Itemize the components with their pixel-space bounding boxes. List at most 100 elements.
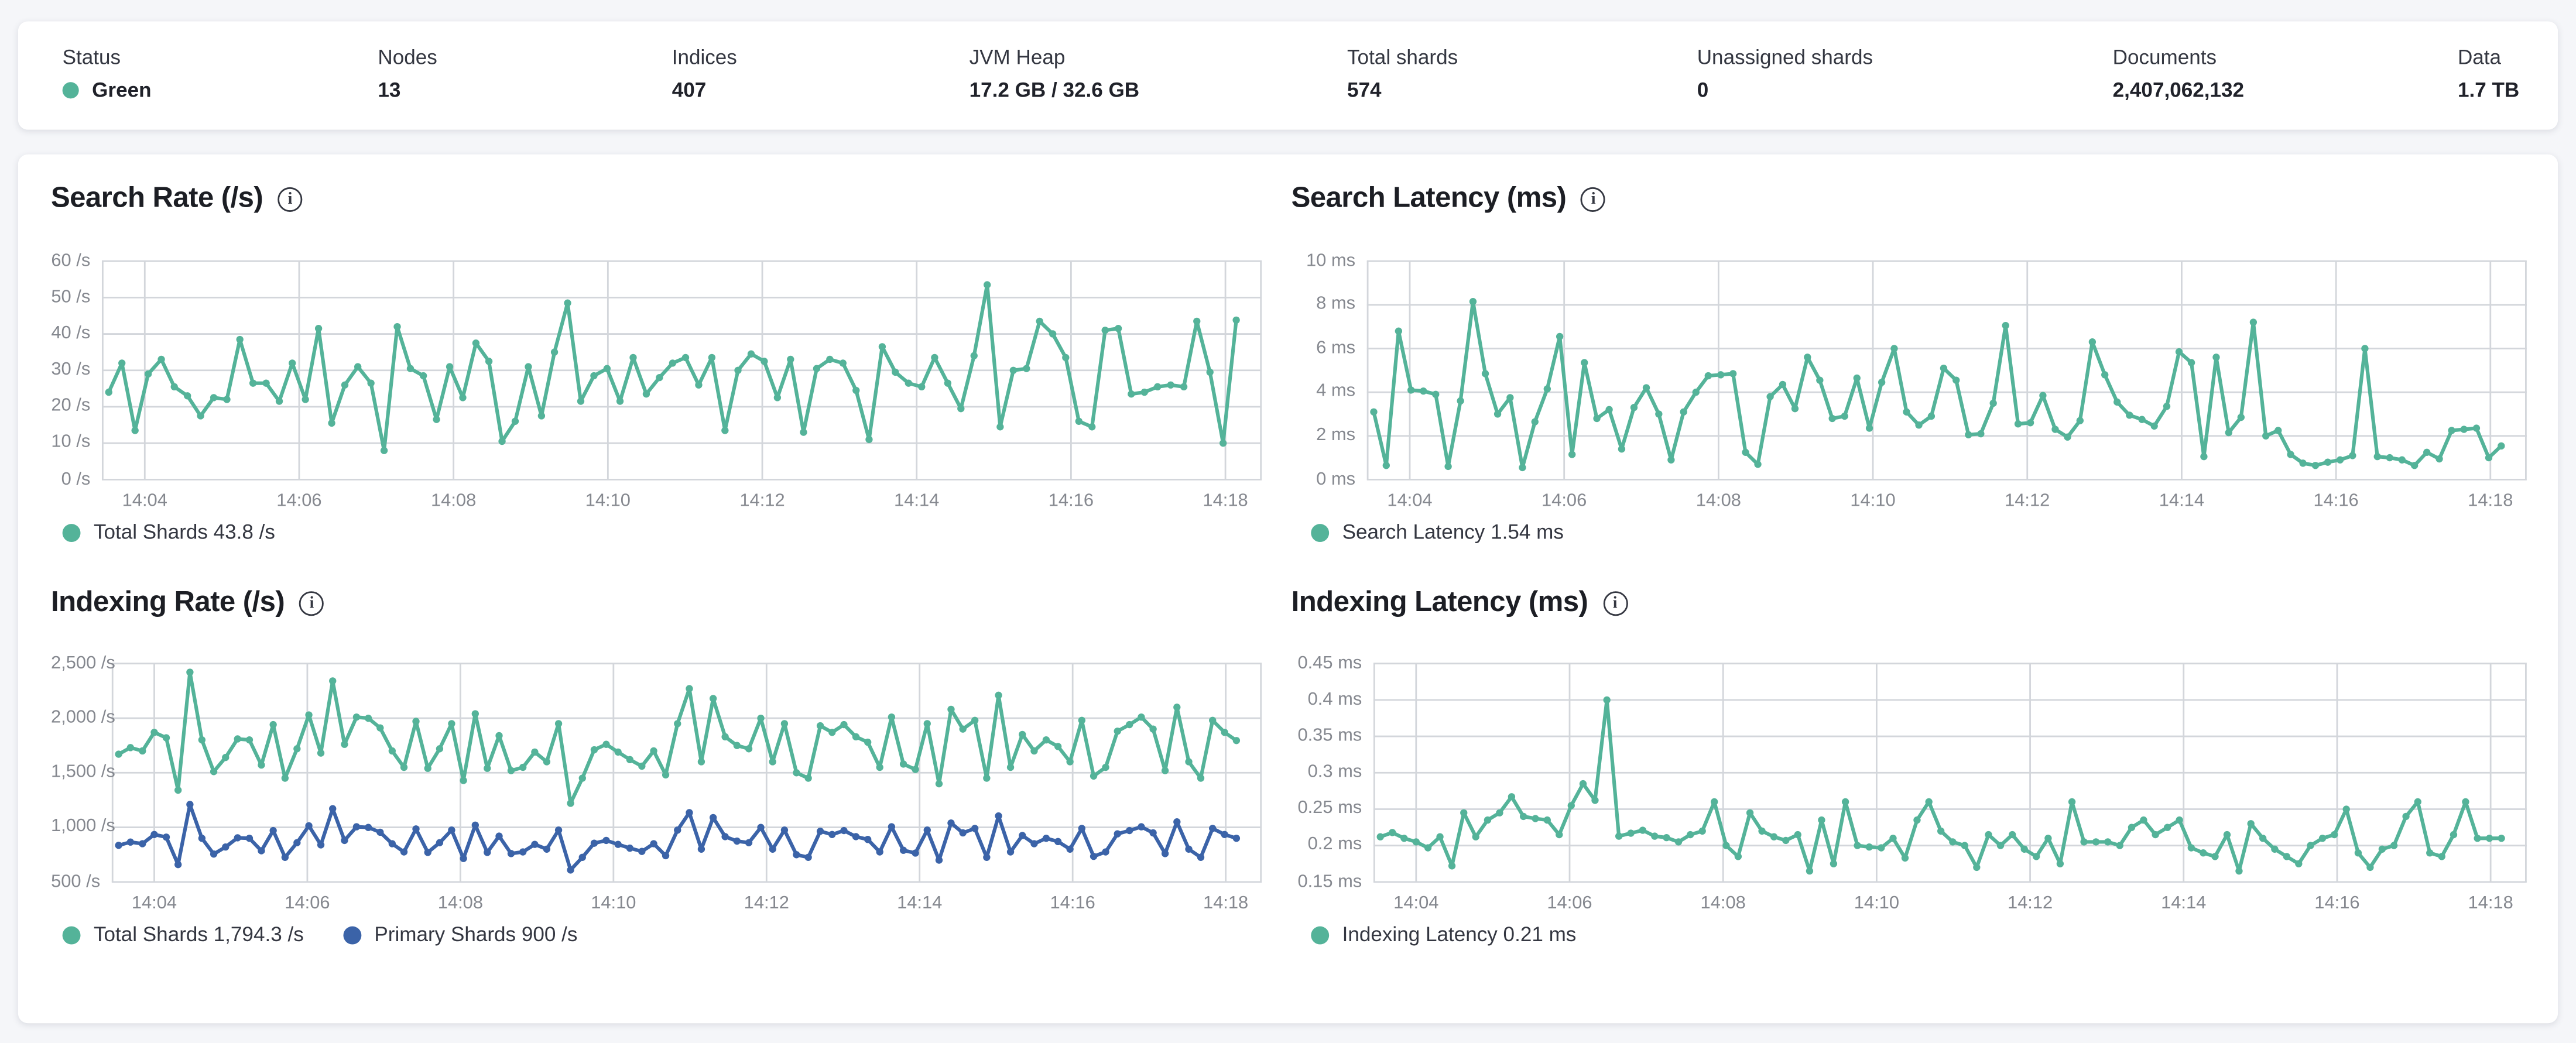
chart-legend: Indexing Latency 0.21 ms (1311, 923, 1576, 946)
y-tick-label: 0.25 ms (1297, 798, 1362, 818)
y-tick-label: 0 /s (61, 469, 91, 489)
info-icon[interactable]: i (299, 591, 324, 616)
legend-item[interactable]: Search Latency 1.54 ms (1311, 521, 1564, 544)
legend-label: Indexing Latency 0.21 ms (1342, 923, 1577, 946)
summary-value: Green (62, 78, 152, 102)
y-tick-label: 10 ms (1306, 250, 1356, 270)
indexing-latency-svg (1373, 663, 2527, 883)
x-tick-label: 14:04 (1387, 491, 1433, 511)
y-tick-label: 2,000 /s (50, 707, 115, 728)
legend-item[interactable]: Primary Shards 900 /s (343, 923, 577, 946)
chart-search-latency: Search Latency (ms) i Search Latency 1.5… (1292, 181, 2547, 568)
y-tick-label: 0 ms (1316, 469, 1356, 489)
x-tick-label: 14:12 (739, 491, 785, 511)
summary-label: Indices (672, 46, 737, 69)
x-tick-label: 14:14 (2159, 491, 2205, 511)
summary-value: 17.2 GB / 32.6 GB (969, 78, 1140, 102)
x-tick-label: 14:08 (430, 491, 477, 511)
chart-title-row: Search Rate (/s) i (51, 181, 303, 215)
y-tick-label: 0.45 ms (1297, 653, 1362, 673)
summary-value: 1.7 TB (2457, 78, 2520, 102)
legend-label: Total Shards 43.8 /s (93, 520, 275, 544)
y-tick-label: 0.35 ms (1297, 725, 1362, 746)
x-tick-label: 14:18 (1203, 893, 1249, 914)
chart-indexing-rate: Indexing Rate (/s) i Total Shards 1,794.… (51, 585, 1290, 972)
summary-label: Status (62, 46, 121, 69)
x-tick-label: 14:16 (2313, 491, 2359, 511)
info-icon[interactable]: i (1602, 591, 1628, 616)
series-points-total-shards (115, 668, 1241, 807)
series-points-indexing-latency (1376, 696, 2505, 875)
x-tick-label: 14:08 (1700, 893, 1746, 914)
x-tick-label: 14:06 (1542, 491, 1587, 511)
x-tick-label: 14:18 (2468, 491, 2513, 511)
cluster-summary-bar: Status Green Nodes 13 Indices 407 JVM He… (18, 21, 2558, 130)
search-rate-svg (101, 260, 1262, 481)
x-tick-label: 14:04 (131, 893, 177, 914)
y-tick-label: 4 ms (1316, 381, 1356, 402)
x-tick-label: 14:10 (591, 893, 636, 914)
legend-dot-icon (1311, 523, 1330, 541)
x-tick-label: 14:12 (744, 893, 789, 914)
x-tick-label: 14:08 (1695, 491, 1741, 511)
x-tick-label: 14:16 (1050, 893, 1095, 914)
x-tick-label: 14:06 (1547, 893, 1592, 914)
series-points-primary-shards (115, 801, 1241, 874)
series-points-search-latency (1370, 298, 2505, 472)
y-tick-label: 30 /s (51, 359, 91, 380)
summary-label: Total shards (1347, 46, 1458, 69)
y-tick-label: 0.4 ms (1307, 689, 1362, 709)
status-dot-icon (62, 82, 79, 99)
x-tick-label: 14:12 (2007, 893, 2053, 914)
chart-title-row: Indexing Rate (/s) i (51, 585, 324, 619)
legend-item[interactable]: Indexing Latency 0.21 ms (1311, 923, 1576, 946)
x-tick-label: 14:04 (122, 491, 167, 511)
y-tick-label: 50 /s (51, 287, 91, 307)
y-tick-label: 500 /s (51, 871, 101, 891)
x-tick-label: 14:14 (894, 491, 940, 511)
y-tick-label: 0.3 ms (1307, 762, 1362, 782)
chart-title-row: Indexing Latency (ms) i (1292, 585, 1628, 619)
legend-item[interactable]: Total Shards 1,794.3 /s (62, 923, 304, 946)
legend-label: Total Shards 1,794.3 /s (93, 923, 304, 946)
chart-title: Indexing Latency (ms) (1291, 584, 1588, 618)
search-rate-plot-area[interactable] (101, 260, 1262, 481)
y-tick-label: 10 /s (51, 432, 91, 452)
chart-title: Indexing Rate (/s) (50, 584, 285, 618)
y-tick-label: 2,500 /s (50, 653, 115, 673)
info-icon[interactable]: i (278, 187, 303, 212)
metrics-panel: Search Rate (/s) i Total Shards 43.8 /s … (18, 154, 2558, 1024)
x-tick-label: 14:10 (585, 491, 631, 511)
x-tick-label: 14:04 (1393, 893, 1439, 914)
legend-item[interactable]: Total Shards 43.8 /s (62, 520, 275, 544)
chart-search-rate: Search Rate (/s) i Total Shards 43.8 /s … (51, 181, 1290, 568)
x-tick-label: 14:14 (2161, 893, 2207, 914)
x-tick-label: 14:06 (276, 491, 322, 511)
search-latency-plot-area[interactable] (1366, 260, 2527, 481)
status-value-text: Green (92, 78, 152, 102)
summary-label: Nodes (378, 46, 437, 69)
legend-dot-icon (1311, 925, 1330, 944)
indexing-rate-plot-area[interactable] (111, 663, 1262, 883)
info-icon[interactable]: i (1581, 187, 1606, 212)
chart-title-row: Search Latency (ms) i (1292, 181, 1606, 215)
x-tick-label: 14:16 (2314, 893, 2360, 914)
chart-legend: Total Shards 1,794.3 /s Primary Shards 90… (62, 923, 578, 946)
legend-label: Search Latency 1.54 ms (1342, 520, 1564, 544)
summary-label: Unassigned shards (1697, 46, 1873, 69)
summary-label: Data (2457, 46, 2502, 69)
x-tick-label: 14:14 (897, 893, 943, 914)
y-tick-label: 0.15 ms (1297, 871, 1362, 891)
search-latency-svg (1366, 260, 2527, 481)
summary-value: 2,407,062,132 (2112, 78, 2245, 102)
series-line-total-shards (117, 670, 1238, 805)
y-tick-label: 40 /s (51, 323, 91, 343)
summary-value: 0 (1697, 78, 1709, 102)
x-tick-label: 14:08 (437, 893, 483, 914)
indexing-latency-plot-area[interactable] (1373, 663, 2527, 883)
x-tick-label: 14:10 (1854, 893, 1900, 914)
y-tick-label: 2 ms (1316, 425, 1356, 445)
series-line-search-latency (1372, 300, 2503, 469)
chart-title: Search Rate (/s) (50, 180, 263, 214)
